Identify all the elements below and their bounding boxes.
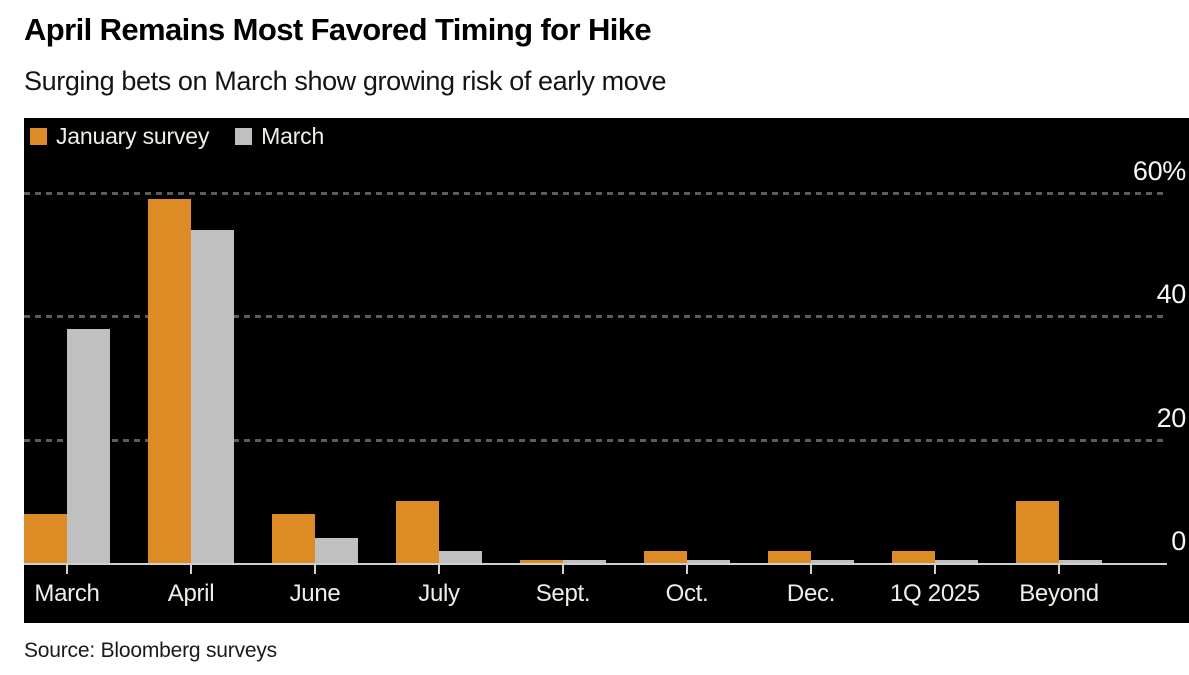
x-axis-label-oct-: Oct. — [665, 580, 709, 607]
x-axis-tick — [934, 563, 936, 574]
bar-march-1q-2025 — [935, 560, 978, 563]
x-axis-label-july: July — [418, 580, 460, 607]
y-axis-label: 20 — [1156, 402, 1187, 433]
bar-january-survey-april — [148, 199, 191, 563]
bar-march-march — [67, 329, 110, 563]
x-axis-label-beyond: Beyond — [1019, 580, 1099, 607]
bar-january-survey-1q-2025 — [892, 551, 935, 563]
x-axis-label-june: June — [289, 580, 341, 607]
y-axis-label: 40 — [1156, 279, 1187, 310]
bar-january-survey-june — [272, 514, 315, 563]
orange-square-icon — [30, 128, 47, 145]
y-axis-label: 0 — [1171, 526, 1186, 556]
gridline-60 — [24, 192, 1167, 195]
bar-march-oct- — [687, 560, 730, 563]
bar-january-survey-dec- — [768, 551, 811, 563]
x-axis-label-sept-: Sept. — [535, 580, 591, 607]
x-axis-label-march: March — [34, 580, 100, 607]
gridline-40 — [24, 315, 1167, 319]
x-axis-tick — [1058, 563, 1060, 574]
y-axis-label: 60% — [1132, 156, 1186, 186]
x-axis-line — [24, 563, 1167, 565]
x-axis-tick — [686, 563, 688, 574]
gridline-20 — [24, 438, 1167, 442]
chart-legend: January survey March — [30, 123, 324, 150]
x-axis-tick — [562, 563, 564, 574]
x-axis-label-dec-: Dec. — [786, 580, 836, 607]
bar-march-sept- — [563, 560, 606, 563]
bar-january-survey-beyond — [1016, 501, 1059, 563]
bar-january-survey-july — [396, 501, 439, 563]
bar-march-dec- — [811, 560, 854, 563]
bar-march-beyond — [1059, 560, 1102, 563]
bar-march-june — [315, 538, 358, 563]
plot-area: 0 20 40 60% March April June July Sept. Oct. Dec. 1… — [24, 118, 1189, 623]
bar-march-july — [439, 551, 482, 563]
legend-entry-january-survey: January survey — [30, 123, 209, 150]
x-axis-tick — [314, 563, 316, 574]
x-axis-tick — [66, 563, 68, 574]
x-axis-label-april: April — [167, 580, 215, 607]
source-note: Source: Bloomberg surveys — [24, 639, 277, 662]
legend-entry-march: March — [235, 123, 324, 150]
bar-march-april — [191, 230, 234, 563]
bar-january-survey-oct- — [644, 551, 687, 563]
chart-subtitle: Surging bets on March show growing risk … — [24, 66, 667, 96]
x-axis-tick — [810, 563, 812, 574]
x-axis-tick — [190, 563, 192, 574]
legend-label: January survey — [56, 123, 210, 149]
x-axis-label-1q-2025: 1Q 2025 — [890, 580, 980, 607]
gray-square-icon — [235, 128, 253, 145]
chart-title: April Remains Most Favored Timing for Hi… — [24, 12, 652, 47]
chart-panel: 0 20 40 60% March April June July Sept. Oct. Dec. 1… — [24, 118, 1189, 623]
x-axis-tick — [438, 563, 440, 574]
legend-label: March — [261, 123, 325, 149]
bar-january-survey-sept- — [520, 560, 563, 563]
bar-january-survey-march — [24, 514, 67, 563]
